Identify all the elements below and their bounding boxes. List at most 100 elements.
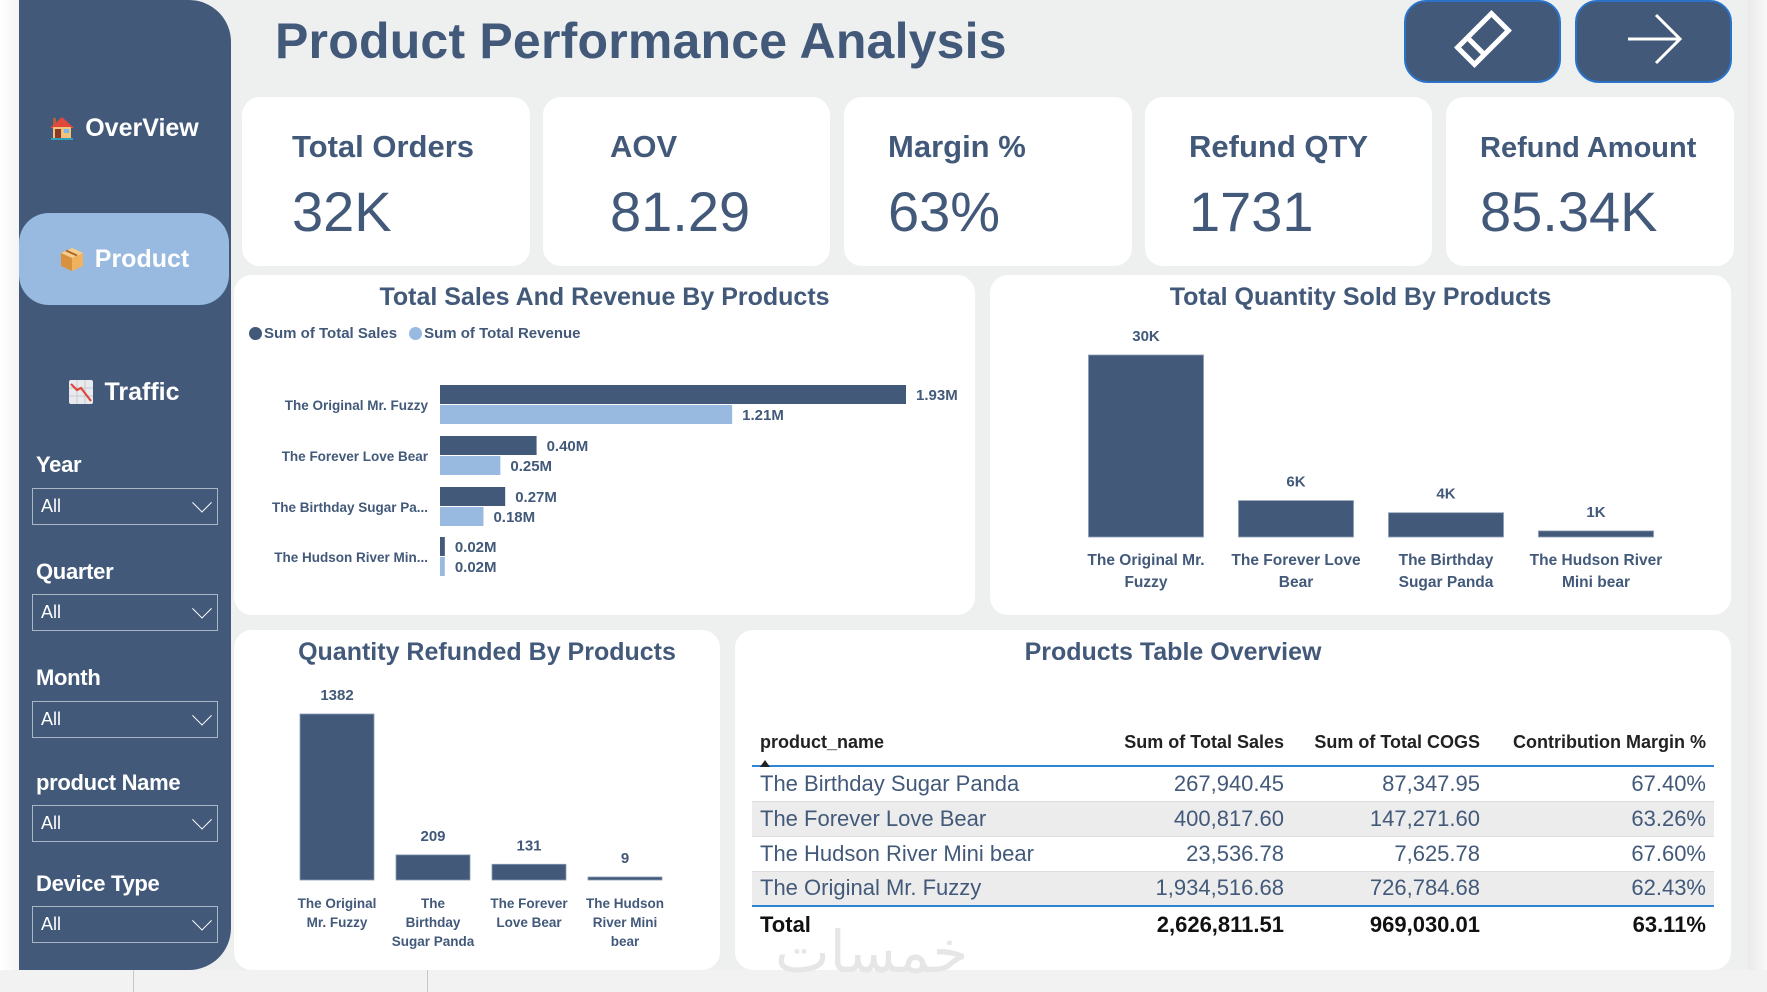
category-label: Birthday bbox=[406, 915, 461, 930]
kpi-value: 1731 bbox=[1189, 180, 1314, 243]
category-label: bear bbox=[611, 934, 640, 949]
arrow-right-icon bbox=[1622, 7, 1686, 76]
strip-divider bbox=[133, 970, 134, 992]
legend-item-revenue[interactable]: Sum of Total Revenue bbox=[409, 325, 581, 342]
legend-dot-icon bbox=[249, 327, 262, 340]
filter-label-month: Month bbox=[36, 665, 101, 690]
data-label: 1.21M bbox=[742, 407, 784, 424]
bottom-page-strip bbox=[0, 970, 1767, 992]
bar-revenue bbox=[440, 557, 445, 576]
legend-label: Sum of Total Revenue bbox=[424, 325, 581, 342]
house-icon bbox=[49, 115, 75, 141]
category-label: The Original Mr. Fuzzy bbox=[285, 398, 429, 413]
product-name-dropdown[interactable]: All bbox=[32, 805, 218, 842]
data-label: 9 bbox=[621, 850, 629, 867]
category-label: The Original Mr. bbox=[1087, 552, 1204, 569]
data-label: 209 bbox=[420, 828, 445, 845]
category-label: Bear bbox=[1279, 574, 1313, 591]
column-header-total-sales[interactable]: Sum of Total Sales bbox=[1092, 708, 1292, 767]
device-type-dropdown-value: All bbox=[41, 914, 62, 934]
cell-contribution-margin: 63.26% bbox=[1488, 801, 1714, 837]
data-label: 4K bbox=[1436, 486, 1455, 503]
table-title: Products Table Overview bbox=[1024, 638, 1322, 666]
column-header-contribution-margin[interactable]: Contribution Margin % bbox=[1488, 708, 1714, 767]
table-row[interactable]: The Original Mr. Fuzzy 1,934,516.68 726,… bbox=[752, 871, 1714, 907]
nav-traffic[interactable]: Traffic bbox=[19, 346, 229, 438]
cell-product-name: The Original Mr. Fuzzy bbox=[752, 871, 1092, 907]
cell-product-name: The Hudson River Mini bear bbox=[752, 836, 1092, 872]
category-label: Mr. Fuzzy bbox=[307, 915, 368, 930]
chart-title: Quantity Refunded By Products bbox=[298, 638, 676, 666]
filter-label-device-type: Device Type bbox=[36, 871, 160, 896]
cell-total-cogs: 147,271.60 bbox=[1292, 801, 1488, 837]
kpi-label: Refund QTY bbox=[1189, 129, 1369, 164]
table-row[interactable]: The Birthday Sugar Panda 267,940.45 87,3… bbox=[752, 766, 1714, 802]
category-label: The Forever Love bbox=[1231, 552, 1361, 569]
cell-total-cogs: 969,030.01 bbox=[1369, 911, 1480, 937]
nav-label: OverView bbox=[85, 113, 199, 142]
chart-decreasing-icon bbox=[68, 379, 94, 405]
bar-sales bbox=[440, 537, 445, 556]
nav-label: Product bbox=[94, 244, 190, 273]
month-dropdown[interactable]: All bbox=[32, 701, 218, 738]
kpi-label: Refund Amount bbox=[1480, 132, 1697, 164]
table-row[interactable]: The Forever Love Bear 400,817.60 147,271… bbox=[752, 801, 1714, 837]
table-row[interactable]: The Hudson River Mini bear 23,536.78 7,6… bbox=[752, 836, 1714, 872]
table-header-row: product_name Sum of Total Sales Sum of T… bbox=[752, 708, 1714, 767]
cell-total-sales: 267,940.45 bbox=[1092, 766, 1292, 802]
chevron-down-icon bbox=[192, 705, 212, 726]
category-label: River Mini bbox=[593, 915, 658, 930]
quantity-refunded-bar-chart: 1382 The Original Mr. Fuzzy 209 The Birthday S… bbox=[298, 687, 664, 949]
sidebar: OverView Product Traffic Year All Quarte… bbox=[19, 0, 231, 970]
table-total-row: Total 2,626,811.51 969,030.01 63.11% bbox=[752, 906, 1714, 942]
products-table-card: Products Table Overview product_name Sum… bbox=[735, 630, 1731, 970]
cell-total-sales: 1,934,516.68 bbox=[1092, 871, 1292, 907]
year-dropdown[interactable]: All bbox=[32, 488, 218, 525]
column-header-label: product_name bbox=[760, 732, 885, 752]
kpi-card-aov: AOV 81.29 bbox=[543, 97, 830, 266]
data-label: 0.02M bbox=[455, 559, 497, 576]
bar-revenue bbox=[440, 456, 501, 475]
device-type-dropdown[interactable]: All bbox=[32, 906, 218, 943]
category-label: The Birthday Sugar Pa... bbox=[272, 500, 428, 515]
legend-item-sales[interactable]: Sum of Total Sales bbox=[249, 325, 397, 342]
bar bbox=[1238, 500, 1354, 538]
quantity-sold-chart-card: Total Quantity Sold By Products 30K The O… bbox=[990, 275, 1731, 615]
cell-contribution-margin: 62.43% bbox=[1488, 871, 1714, 907]
cell-total-sales: 23,536.78 bbox=[1092, 836, 1292, 872]
kpi-value: 85.34K bbox=[1480, 180, 1658, 243]
category-label: The Birthday bbox=[1399, 552, 1494, 569]
column-header-total-cogs[interactable]: Sum of Total COGS bbox=[1292, 708, 1488, 767]
kpi-label: Margin % bbox=[888, 129, 1026, 164]
bar-sales bbox=[440, 436, 537, 455]
strip-divider bbox=[427, 970, 428, 992]
data-label: 0.27M bbox=[515, 489, 557, 506]
left-margin bbox=[0, 0, 19, 970]
chart-title: Total Quantity Sold By Products bbox=[1169, 283, 1552, 311]
quantity-sold-bar-chart: 30K The Original Mr. Fuzzy 6K The Forever Lo… bbox=[1087, 328, 1662, 591]
data-label: 1382 bbox=[320, 687, 353, 704]
month-dropdown-value: All bbox=[41, 709, 62, 729]
nav-overview[interactable]: OverView bbox=[19, 82, 229, 174]
filter-label-quarter: Quarter bbox=[36, 559, 114, 584]
data-label: 131 bbox=[516, 837, 541, 854]
kpi-label: AOV bbox=[610, 129, 678, 164]
cell-total-margin: 63.11% bbox=[1632, 911, 1706, 937]
nav-product[interactable]: Product bbox=[19, 213, 229, 305]
clear-filters-button[interactable] bbox=[1404, 0, 1561, 83]
eraser-icon bbox=[1451, 7, 1515, 76]
kpi-label: Total Orders bbox=[292, 129, 475, 164]
cell-total-sales: 2,626,811.51 bbox=[1156, 911, 1284, 937]
bar bbox=[395, 854, 471, 881]
cell-contribution-margin: 67.60% bbox=[1488, 836, 1714, 872]
sort-ascending-icon bbox=[760, 760, 770, 767]
next-page-button[interactable] bbox=[1575, 0, 1732, 83]
data-label: 0.25M bbox=[510, 458, 552, 475]
kpi-card-refund-qty: Refund QTY 1731 bbox=[1145, 97, 1432, 266]
bar bbox=[587, 876, 663, 881]
quarter-dropdown[interactable]: All bbox=[32, 594, 218, 631]
data-label: 6K bbox=[1286, 474, 1305, 491]
chevron-down-icon bbox=[192, 598, 212, 619]
bar bbox=[1388, 512, 1504, 538]
column-header-product-name[interactable]: product_name bbox=[752, 708, 1092, 767]
